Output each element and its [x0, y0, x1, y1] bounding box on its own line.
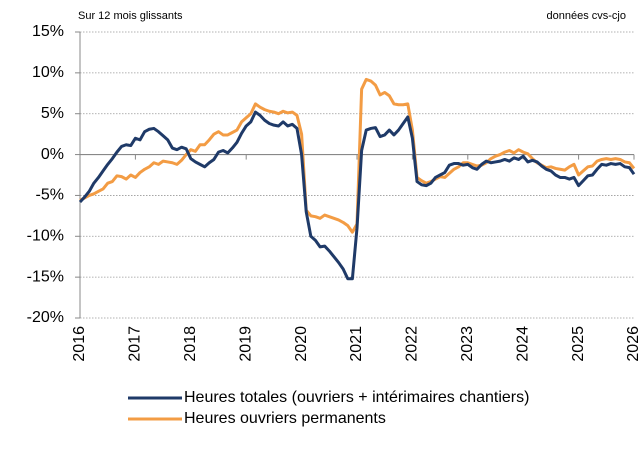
x-tick-label: 2026	[625, 326, 638, 362]
series-line	[78, 110, 636, 281]
subtitle-right: données cvs-cjo	[547, 10, 627, 22]
x-tick-label: 2017	[127, 326, 144, 362]
x-tick-label: 2021	[348, 326, 365, 362]
y-tick-label: -5%	[36, 187, 64, 204]
y-tick-label: -15%	[27, 268, 64, 285]
legend-label: Heures totales (ouvriers + intérimaires …	[184, 389, 529, 406]
y-tick-label: 15%	[32, 23, 64, 40]
x-tick-label: 2024	[514, 326, 531, 362]
x-tick-label: 2018	[182, 326, 199, 362]
x-tick-label: 2025	[570, 326, 587, 362]
x-tick-label: 2022	[404, 326, 421, 362]
x-tick-label: 2023	[459, 326, 476, 362]
subtitle-left: Sur 12 mois glissants	[78, 10, 183, 22]
y-tick-label: 0%	[41, 146, 64, 163]
y-tick-label: -20%	[27, 309, 64, 326]
x-tick-label: 2016	[71, 326, 88, 362]
y-tick-label: -10%	[27, 228, 64, 245]
y-tick-label: 10%	[32, 64, 64, 81]
x-tick-label: 2020	[293, 326, 310, 362]
y-tick-label: 5%	[41, 105, 64, 122]
legend-label: Heures ouvriers permanents	[184, 410, 386, 427]
x-tick-label: 2019	[237, 326, 254, 362]
